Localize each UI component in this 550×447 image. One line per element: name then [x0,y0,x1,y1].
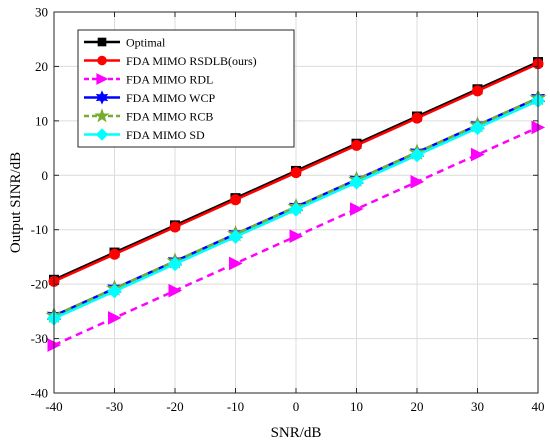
data-point [230,194,241,206]
data-point [289,229,304,244]
x-tick-label: -30 [106,399,123,414]
data-point [168,283,183,298]
series-6 [46,93,546,326]
legend-marker [95,128,109,141]
series-2 [48,58,544,287]
data-point [290,167,302,179]
data-point [288,202,304,217]
legend-entry: Optimal [84,36,166,50]
legend: Optimal FDA MIMO RSDLB(ours) FDA MIMO RDL F… [77,29,295,148]
data-point [167,256,183,272]
legend-entry: FDA MIMO RDL [84,73,213,87]
series-layer [45,57,547,352]
data-point [470,120,485,136]
legend-label: FDA MIMO RSDLB(ours) [126,54,257,68]
data-point [108,311,122,325]
x-tick-label: 10 [350,399,363,414]
legend-marker [97,55,107,66]
legend-entry: FDA MIMO RCB [84,108,213,124]
legend-label: FDA MIMO SD [126,128,205,142]
legend-marker [94,108,110,123]
data-point [350,202,364,216]
data-point [349,175,364,190]
data-point [229,256,243,271]
x-tick-label: 20 [411,399,424,414]
y-tick-label: -20 [31,277,48,292]
legend-entry: FDA MIMO RSDLB(ours) [84,54,257,68]
legend-entry: FDA MIMO SD [84,128,205,142]
data-point [169,221,181,233]
data-point [351,139,362,151]
data-point [472,85,483,97]
x-tick-label: 0 [293,399,300,414]
legend-label: FDA MIMO WCP [126,91,215,105]
x-axis-title: SNR/dB [271,425,322,441]
y-tick-label: -10 [31,222,48,237]
x-tick-label: 30 [471,399,484,414]
legend-box [77,29,295,148]
y-tick-label: -40 [31,386,48,401]
x-tick-label: 40 [532,399,545,414]
legend-marker [95,90,109,105]
tick-labels: -40 -30 -20 -10 0 10 20 30 40 -40 -30 -20 -10 0 10 20 30 [31,5,545,415]
y-tick-label: 30 [35,5,48,20]
legend-entry: FDA MIMO WCP [84,90,215,105]
y-tick-label: 0 [42,168,49,183]
legend-label: FDA MIMO RCB [126,110,213,124]
legend-marker [96,73,109,85]
legend-label: Optimal [126,36,166,50]
y-tick-label: 10 [35,113,48,128]
data-point [409,147,425,163]
y-tick-label: -30 [31,331,48,346]
legend-marker [97,37,107,47]
data-point [410,175,425,189]
legend-label: FDA MIMO RDL [126,73,213,87]
data-point [107,284,122,299]
y-tick-label: 20 [35,59,48,74]
data-point [228,229,243,244]
x-tick-label: -40 [45,399,62,414]
data-point [411,112,423,124]
y-axis-title: Output SINR/dB [8,152,24,253]
data-point [109,248,120,260]
x-tick-label: -20 [166,399,183,414]
data-point [471,147,485,162]
x-tick-label: -10 [227,399,244,414]
